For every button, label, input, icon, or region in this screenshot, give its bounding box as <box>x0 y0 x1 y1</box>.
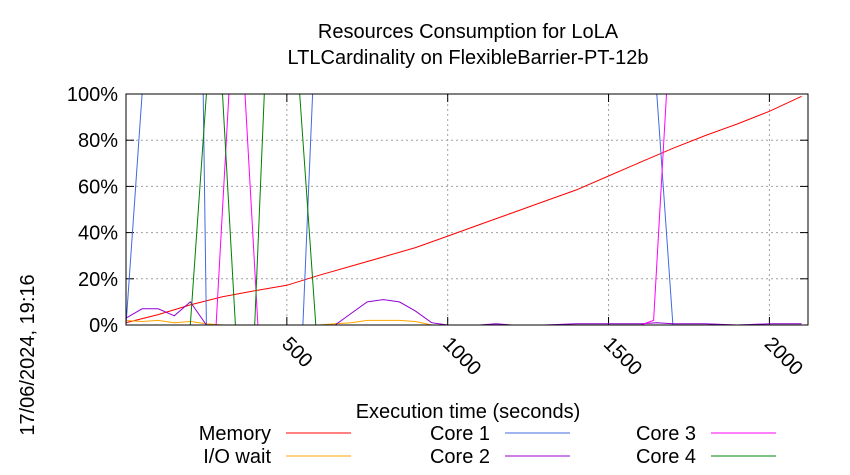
chart-title: Resources Consumption for LoLA <box>318 21 619 43</box>
y-axis: 0% 20% 40% 60% 80% 100% <box>67 84 808 337</box>
y-tick-label: 100% <box>67 84 118 106</box>
legend-label-core-3: Core 3 <box>636 423 696 445</box>
legend-label-core-4: Core 4 <box>636 446 696 468</box>
y-tick-label: 80% <box>78 130 118 152</box>
x-tick-label: 500 <box>277 333 316 372</box>
y-tick-label: 60% <box>78 176 118 198</box>
legend-label-memory: Memory <box>199 423 271 445</box>
y-tick-label: 40% <box>78 223 118 245</box>
series-line-core-2 <box>125 299 802 326</box>
x-tick-label: 1500 <box>599 333 646 380</box>
legend-label-core-2: Core 2 <box>430 446 490 468</box>
timestamp: 17/06/2024, 19:16 <box>17 274 39 435</box>
series-line-core-3 <box>126 93 802 326</box>
series-line-i-o-wait <box>125 319 802 326</box>
plot-frame <box>125 93 809 326</box>
x-axis: 500 1000 1500 2000 <box>277 94 807 380</box>
x-axis-label: Execution time (seconds) <box>356 401 581 423</box>
series-line-memory <box>125 95 802 324</box>
x-tick-label: 1000 <box>438 333 485 380</box>
x-tick-label: 2000 <box>760 333 807 380</box>
legend-label-i-o-wait: I/O wait <box>203 446 271 468</box>
grid-lines <box>126 94 808 325</box>
series-lines <box>125 93 802 326</box>
y-tick-label: 20% <box>78 269 118 291</box>
y-tick-label: 0% <box>89 315 118 337</box>
legend-label-core-1: Core 1 <box>430 423 490 445</box>
chart-subtitle: LTLCardinality on FlexibleBarrier-PT-12b <box>288 47 649 69</box>
